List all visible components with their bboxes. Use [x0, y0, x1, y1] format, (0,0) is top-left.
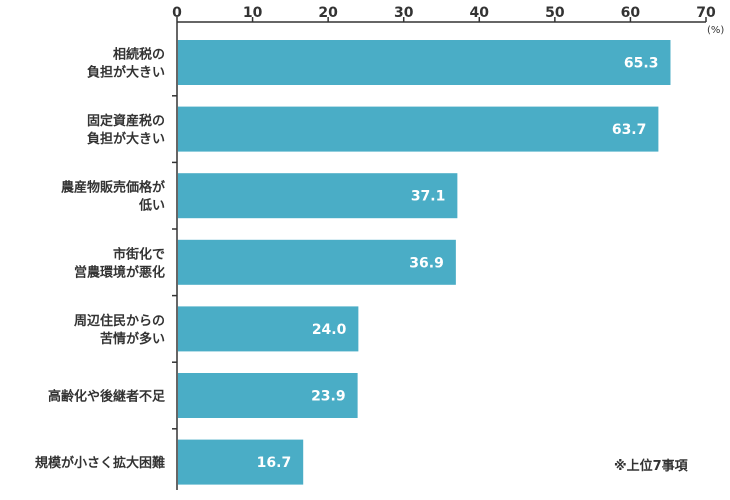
category-label: 営農環境が悪化 [74, 264, 165, 280]
x-tick-label: 20 [318, 5, 338, 21]
x-tick-label: 50 [545, 5, 565, 21]
value-label: 65.3 [624, 56, 659, 72]
bar [178, 373, 358, 418]
category-label: 農産物販売価格が [61, 180, 165, 196]
value-label: 23.9 [311, 389, 346, 405]
value-label: 16.7 [257, 455, 292, 471]
value-label: 37.1 [411, 189, 446, 205]
x-tick-label: 10 [243, 5, 263, 21]
x-axis-unit-label: (%) [707, 25, 724, 36]
bar [178, 239, 456, 285]
value-label: 36.9 [409, 255, 444, 271]
bar [178, 306, 359, 352]
value-label: 63.7 [612, 122, 647, 138]
category-label: 低い [138, 198, 165, 214]
category-label: 相続税の [113, 47, 165, 63]
category-label: 市街化で [113, 246, 165, 262]
bar [178, 106, 659, 152]
x-tick-label: 30 [394, 5, 414, 21]
category-label: 周辺住民からの [74, 313, 165, 329]
category-label: 苦情が多い [100, 331, 165, 347]
category-label: 負担が大きい [87, 65, 165, 81]
x-tick-label: 60 [621, 5, 641, 21]
category-label: 規模が小さく拡大困難 [35, 455, 165, 471]
category-label: 負担が大きい [87, 131, 165, 147]
bar [178, 40, 671, 85]
x-tick-label: 0 [172, 5, 182, 21]
x-tick-label: 70 [696, 5, 716, 21]
category-label: 固定資産税の [87, 113, 165, 129]
category-label: 高齢化や後継者不足 [48, 389, 166, 405]
bar [178, 439, 304, 485]
bar [178, 173, 458, 219]
chart-note: ※上位7事項 [614, 458, 689, 474]
value-label: 24.0 [312, 322, 347, 338]
x-tick-label: 40 [470, 5, 490, 21]
